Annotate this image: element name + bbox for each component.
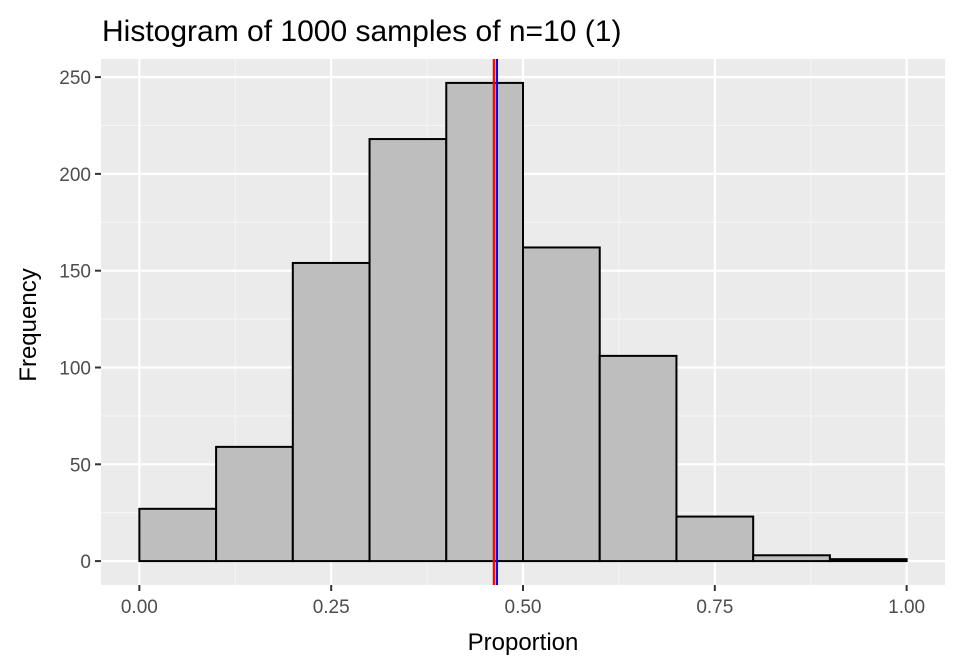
histogram-bar <box>445 81 525 563</box>
histogram-bar <box>598 354 678 563</box>
y-axis: 0 50 100 150 200 250 <box>59 68 101 573</box>
y-tick-label: 50 <box>70 455 91 476</box>
histogram-bar <box>215 445 294 563</box>
y-tick-label: 250 <box>59 68 91 89</box>
histogram-bar <box>522 246 601 563</box>
reference-lines <box>492 59 499 585</box>
histogram-bar <box>675 515 755 563</box>
x-tick-label: 0.50 <box>505 597 542 618</box>
y-tick-label: 200 <box>59 165 91 186</box>
x-tick-label: 0.75 <box>696 597 733 618</box>
y-tick-label: 150 <box>59 262 91 283</box>
y-tick-label: 0 <box>80 552 91 573</box>
x-tick-label: 0.00 <box>121 597 158 618</box>
x-axis-title: Proportion <box>468 629 579 656</box>
histogram-bars <box>138 81 908 563</box>
histogram-bar <box>752 554 831 563</box>
x-tick-label: 0.25 <box>313 597 350 618</box>
x-axis: 0.00 0.25 0.50 0.75 1.00 <box>121 585 925 618</box>
y-axis-title: Frequency <box>15 268 42 381</box>
histogram-bar <box>291 261 371 563</box>
y-tick-label: 100 <box>59 358 91 379</box>
histogram-bar <box>368 138 448 563</box>
chart-title: Histogram of 1000 samples of n=10 (1) <box>102 15 621 48</box>
x-tick-label: 1.00 <box>888 597 925 618</box>
histogram-bar <box>828 558 908 563</box>
histogram-bar <box>138 507 218 563</box>
